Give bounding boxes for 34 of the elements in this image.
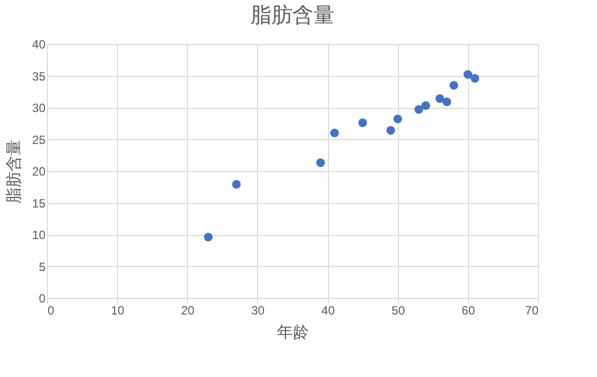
x-tick-label: 10 bbox=[110, 304, 125, 318]
y-tick-label: 0 bbox=[38, 292, 46, 306]
point bbox=[464, 70, 472, 79]
y-tick-label: 25 bbox=[32, 132, 46, 147]
point bbox=[450, 80, 458, 90]
point bbox=[358, 118, 367, 128]
y-axis-title: 脂肪含量 bbox=[5, 140, 24, 204]
y-tick-label: 10 bbox=[32, 228, 46, 242]
y-tick-label: 35 bbox=[32, 69, 46, 84]
point bbox=[204, 232, 213, 242]
x-tick-label: 30 bbox=[251, 304, 265, 318]
point bbox=[330, 128, 339, 138]
point bbox=[442, 97, 452, 106]
y-tick-label: 20 bbox=[32, 164, 46, 178]
point bbox=[414, 105, 424, 114]
point bbox=[386, 126, 396, 135]
y-tick-label: 30 bbox=[32, 101, 46, 115]
y-tick-label: 15 bbox=[32, 196, 46, 210]
x-axis-title: 年龄 bbox=[277, 324, 309, 342]
y-tick-label: 5 bbox=[38, 260, 46, 274]
point bbox=[435, 94, 444, 103]
y-tick-label: 40 bbox=[32, 38, 46, 52]
x-tick-label: 60 bbox=[462, 304, 476, 318]
point bbox=[470, 74, 480, 83]
chart-title: 脂肪含量 bbox=[250, 4, 334, 27]
point bbox=[232, 180, 241, 189]
x-tick-label: 20 bbox=[181, 304, 195, 318]
x-tick-label: 70 bbox=[525, 304, 539, 318]
x-tick-label: 40 bbox=[321, 304, 336, 318]
x-tick-label: 0 bbox=[48, 304, 54, 318]
point bbox=[316, 158, 325, 168]
x-tick-label: 50 bbox=[392, 304, 406, 318]
point bbox=[393, 114, 402, 124]
point bbox=[421, 101, 430, 110]
